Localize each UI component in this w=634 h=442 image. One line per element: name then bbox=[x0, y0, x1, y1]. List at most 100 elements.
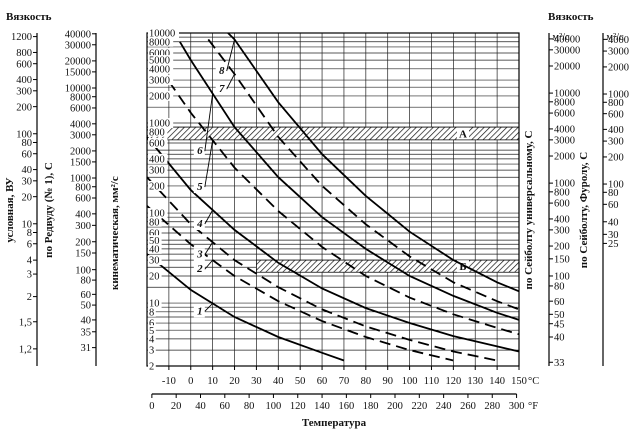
gridlines bbox=[146, 32, 520, 367]
saybolt-universal-scale-tick-label: 20000 bbox=[554, 62, 580, 73]
saybolt-universal-scale-tick-label: 200 bbox=[554, 242, 570, 253]
y-tick-label: 100 bbox=[149, 209, 165, 220]
series-label-bg bbox=[193, 145, 205, 158]
x-f-tick-label: 180 bbox=[363, 401, 379, 412]
redwood-scale-tick-label: 20000 bbox=[65, 56, 91, 67]
y-tick-label: 2000 bbox=[149, 92, 170, 103]
y-tick-label: 600 bbox=[149, 139, 165, 150]
saybolt-universal-scale-tick-label: 80 bbox=[554, 282, 565, 293]
y-tick-label: 1000 bbox=[149, 119, 170, 130]
curve-8 bbox=[227, 32, 520, 293]
series-label-bg bbox=[215, 65, 227, 78]
y-tick-label: 300 bbox=[149, 166, 165, 177]
series-label-7: 7 bbox=[219, 83, 225, 95]
y-tick-label: 8 bbox=[149, 307, 154, 318]
series-label-bg bbox=[193, 181, 205, 194]
series-label-8: 8 bbox=[219, 65, 225, 77]
series-leader-8 bbox=[226, 39, 235, 72]
series-label-bg bbox=[193, 248, 205, 261]
saybolt-universal-scale-tick-label: 150 bbox=[554, 254, 570, 265]
redwood-scale-tick-label: 8000 bbox=[70, 92, 91, 103]
vu-scale-tick-label: 30 bbox=[22, 176, 33, 187]
x-f-tick-label: 260 bbox=[460, 401, 476, 412]
x-f-tick-label: 80 bbox=[244, 401, 255, 412]
saybolt-universal-scale-tick-label: 800 bbox=[554, 187, 570, 198]
x-c-tick-label: 80 bbox=[361, 376, 372, 387]
x-unit-fahrenheit: °F bbox=[528, 401, 538, 412]
redwood-scale-tick-label: 30000 bbox=[65, 40, 91, 51]
saybolt-universal-scale-tick-label: 45 bbox=[554, 319, 565, 330]
y-tick-label: 800 bbox=[149, 127, 165, 138]
vu-scale-tick-label: 300 bbox=[16, 86, 32, 97]
saybolt-furol-scale-tick-label: 25 bbox=[608, 239, 619, 250]
redwood-scale-tick-label: 50 bbox=[81, 301, 92, 312]
y-tick-bg bbox=[148, 306, 156, 317]
title-right: Вязкость bbox=[548, 11, 594, 23]
temperature-axes: -10 0 10 20 30 40 50 60 70 80 90 100 110 120 130 140 150… bbox=[149, 366, 527, 412]
y-tick-label: 10000 bbox=[149, 29, 175, 40]
saybolt-universal-scale-tick-label: 1000 bbox=[554, 179, 575, 190]
saybolt-universal-scale-tick-label: 600 bbox=[554, 199, 570, 210]
redwood-scale-tick-label: 600 bbox=[75, 194, 91, 205]
x-c-tick-label: 20 bbox=[229, 376, 240, 387]
vu-scale-tick-label: 80 bbox=[22, 138, 33, 149]
x-c-tick-label: 0 bbox=[188, 376, 193, 387]
saybolt-furol-scale-tick-label: 40 bbox=[608, 217, 619, 228]
x-c-tick-label: 100 bbox=[402, 376, 418, 387]
y-tick-bg bbox=[148, 325, 156, 336]
redwood-scale-tick-label: 1000 bbox=[70, 174, 91, 185]
x-c-tick-label: 90 bbox=[382, 376, 393, 387]
x-f-tick-label: 300 bbox=[509, 401, 525, 412]
redwood-scale-tick-label: 200 bbox=[75, 237, 91, 248]
y-tick-label: 50 bbox=[149, 236, 160, 247]
redwood-scale-tick-label: 15000 bbox=[65, 67, 91, 78]
series-leader-5 bbox=[204, 140, 214, 188]
x-f-tick-label: 120 bbox=[290, 401, 306, 412]
series-leader-4 bbox=[204, 209, 214, 225]
vu-scale-tick-label: 10 bbox=[22, 219, 33, 230]
redwood-scale-tick-label: 80 bbox=[81, 276, 92, 287]
x-unit-celsius: °C bbox=[528, 376, 539, 387]
saybolt-universal-scale-tick-label: 10000 bbox=[554, 89, 580, 100]
y-tick-bg bbox=[148, 361, 156, 371]
y-tick-bg bbox=[148, 126, 168, 137]
saybolt-universal-scale-tick-label: 300 bbox=[554, 225, 570, 236]
saybolt-furol-scale-tick-label: 80 bbox=[608, 188, 619, 199]
series-label-4: 4 bbox=[196, 218, 203, 230]
series-leader-7 bbox=[226, 73, 235, 90]
series-labels: 1 2 3 4 5 6 7 8 bbox=[193, 39, 235, 318]
redwood-scale-tick-label: 4000 bbox=[70, 119, 91, 130]
x-f-tick-label: 240 bbox=[436, 401, 452, 412]
x-f-tick-label: 60 bbox=[220, 401, 231, 412]
y-tick-bg bbox=[148, 165, 168, 176]
vu-scale-tick-label: 1,2 bbox=[19, 344, 32, 355]
saybolt-universal-scale-tick-label: 3000 bbox=[554, 135, 575, 146]
curve-2 bbox=[146, 205, 454, 362]
y-tick-label: 3 bbox=[149, 346, 154, 357]
saybolt-universal-scale-tick-label: 40 bbox=[554, 333, 565, 344]
saybolt-furol-scale-tick-label: 2000 bbox=[608, 63, 629, 74]
y-tick-label: 60 bbox=[149, 229, 160, 240]
series-label-bg bbox=[193, 263, 205, 276]
y-tick-bg bbox=[148, 243, 162, 254]
redwood-scale-tick-label: 40 bbox=[81, 316, 92, 327]
y-tick-bg bbox=[148, 90, 174, 101]
vu-scale-tick-label: 200 bbox=[16, 102, 32, 113]
x-c-tick-label: -10 bbox=[162, 376, 176, 387]
vu-scale-tick-label: 40 bbox=[22, 165, 33, 176]
y-tick-bg bbox=[148, 36, 174, 47]
x-c-tick-label: 110 bbox=[424, 376, 439, 387]
x-c-tick-label: 130 bbox=[467, 376, 483, 387]
saybolt-furol-scale-unit: м²/с bbox=[606, 32, 624, 43]
series-label-3: 3 bbox=[196, 249, 203, 261]
y-tick-label: 4 bbox=[149, 334, 155, 345]
series-label-1: 1 bbox=[197, 305, 203, 317]
redwood-scale-tick-label: 3000 bbox=[70, 130, 91, 141]
y-tick-label: 2 bbox=[149, 362, 154, 373]
curve-7 bbox=[207, 38, 520, 311]
saybolt-furol-scale-tick-label: 400 bbox=[608, 125, 624, 136]
y-tick-label: 4000 bbox=[149, 64, 170, 75]
series-label-bg bbox=[193, 217, 205, 230]
